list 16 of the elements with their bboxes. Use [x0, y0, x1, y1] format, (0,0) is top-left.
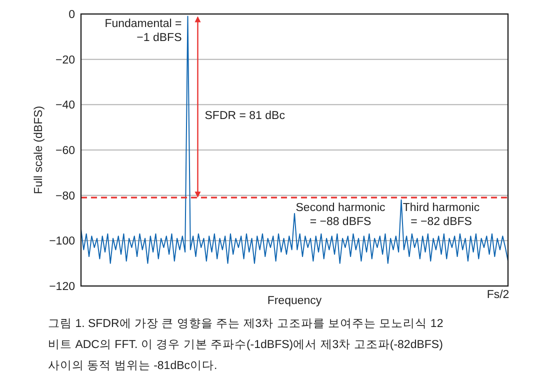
caption: 그림 1. SFDR에 가장 큰 영향을 주는 제3차 고조파를 보여주는 모노리식 12비트 ADC의 FFT. 이 경우 기본 주파수(-1dBFS)에서 제3차 고조파(-82dBFS) 사이의 동적 범위는 -81dBc이다.	[48, 317, 444, 374]
annotation: Third harmonic = −82 dBFS	[402, 202, 480, 228]
y-tick-label: −60	[55, 145, 75, 157]
annotation: SFDR = 81 dBc	[204, 110, 286, 122]
y-tick-label: −120	[49, 281, 75, 293]
line-series	[80, 16, 508, 264]
y-tick-label: −100	[49, 236, 75, 248]
y-tick-label: 0	[68, 9, 75, 21]
text: Fs/2	[486, 289, 510, 301]
y-tick-label: −80	[55, 190, 75, 202]
y-tick-label: −20	[55, 54, 75, 66]
x-axis-title: Frequency	[267, 295, 322, 307]
y-axis-title: Full scale (dBFS)	[33, 106, 45, 194]
annotation: Fundamental = −1 dBFS	[104, 18, 182, 44]
y-tick-label: −40	[55, 100, 75, 112]
annotation: Second harmonic = −88 dBFS	[296, 202, 386, 228]
